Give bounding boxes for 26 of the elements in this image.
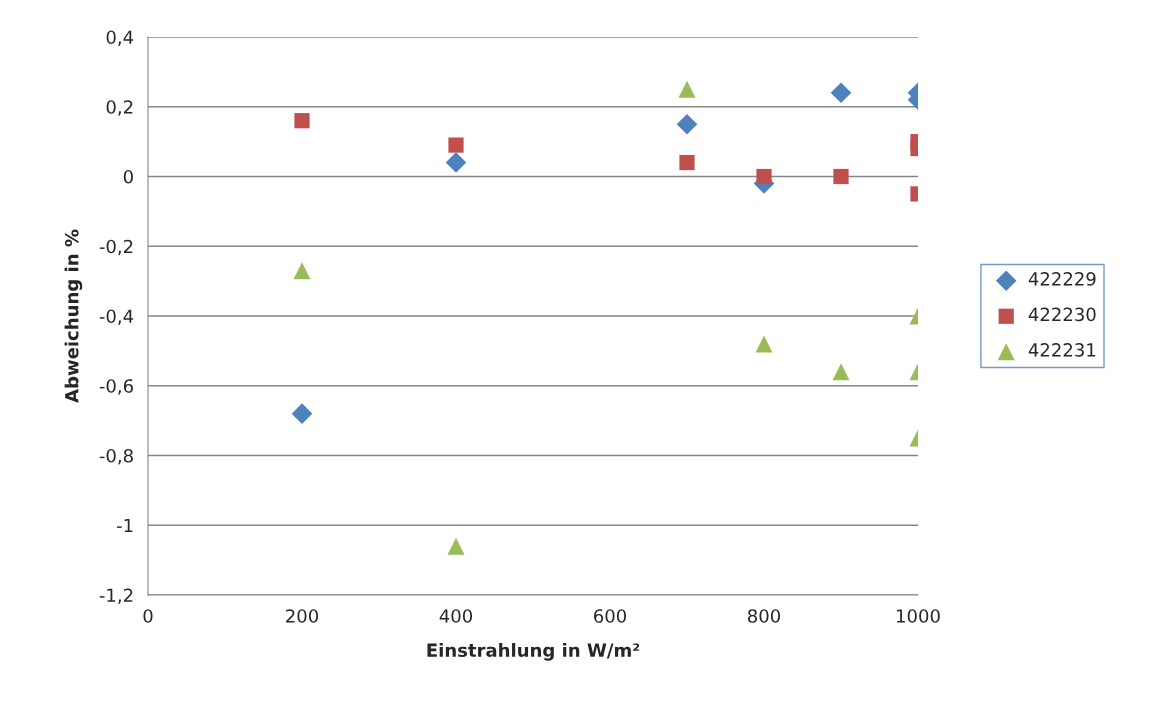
x-tick-label: 1000 bbox=[897, 609, 940, 623]
y-tick-label: 0 bbox=[123, 169, 133, 184]
x-tick-label: 400 bbox=[439, 609, 473, 623]
y-tick-label: -0,6 bbox=[99, 379, 133, 395]
y-axis-title: Abweichung in % bbox=[64, 229, 83, 403]
x-tick-label: 200 bbox=[286, 609, 319, 623]
point bbox=[294, 113, 310, 129]
y-tick-label: 0,2 bbox=[106, 100, 133, 116]
y-tick-label: 0,4 bbox=[106, 30, 134, 46]
legend-label: 422229 bbox=[1028, 272, 1096, 286]
x-tick-label: 800 bbox=[747, 609, 781, 623]
point bbox=[293, 262, 311, 280]
legend-label: 422231 bbox=[1028, 343, 1096, 357]
y-tick-label: -0,2 bbox=[99, 239, 133, 256]
y-tick-label: -0,8 bbox=[99, 448, 133, 465]
y-tick-label: -1,2 bbox=[99, 588, 133, 604]
point bbox=[447, 537, 465, 555]
point bbox=[448, 137, 464, 153]
y-tick-label: -0,4 bbox=[99, 309, 134, 325]
y-tick-label: -1 bbox=[116, 518, 133, 533]
point bbox=[445, 152, 467, 173]
x-axis-title: Einstrahlung in W/m² bbox=[427, 643, 640, 661]
x-tick-label: 0 bbox=[143, 609, 153, 623]
point bbox=[291, 403, 313, 424]
x-tick-label: 600 bbox=[594, 609, 627, 623]
legend-label: 422230 bbox=[1028, 307, 1096, 322]
